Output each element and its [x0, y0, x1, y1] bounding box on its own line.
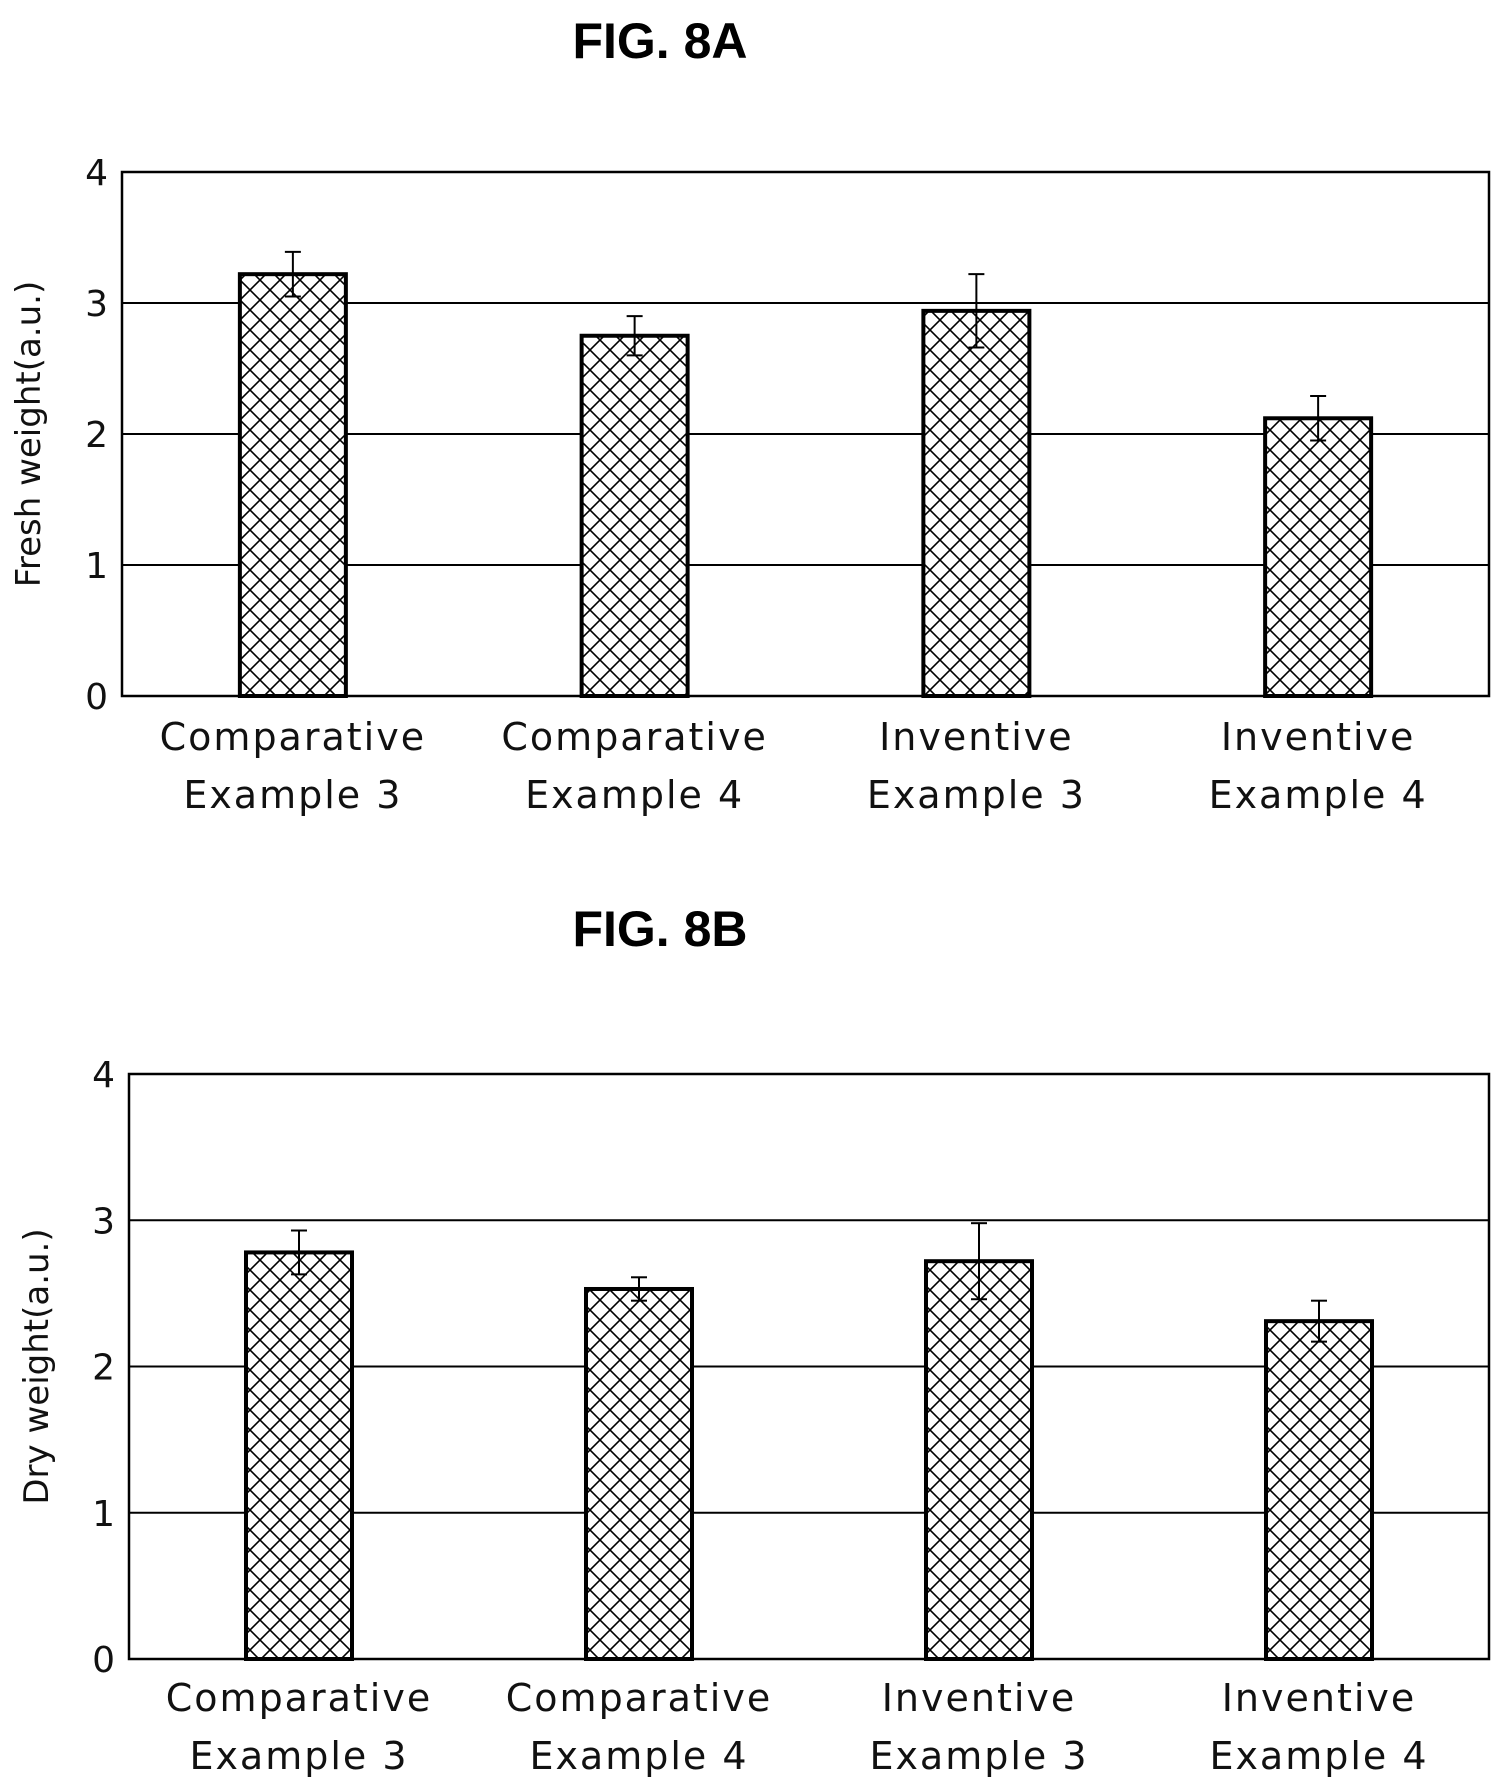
figure-title-8a: FIG. 8A: [572, 13, 748, 69]
x-category-label: Example 3: [189, 1734, 408, 1778]
y-tick-label: 0: [92, 1640, 115, 1681]
y-tick-label: 1: [92, 1494, 115, 1535]
x-category-label: Inventive: [1221, 715, 1416, 759]
x-category-label: Inventive: [882, 1676, 1077, 1720]
y-tick-label: 1: [85, 546, 108, 587]
y-tick-label: 3: [92, 1201, 115, 1242]
y-tick-label: 4: [92, 1055, 115, 1096]
bar: [1263, 416, 1374, 698]
x-category-label: Comparative: [160, 715, 426, 759]
bar: [237, 272, 348, 698]
x-category-label: Example 3: [869, 1734, 1088, 1778]
x-category-label: Example 3: [867, 773, 1086, 817]
x-category-label: Example 3: [183, 773, 402, 817]
bar: [921, 308, 1032, 698]
x-category-label: Example 4: [1209, 773, 1428, 817]
y-tick-label: 4: [85, 153, 108, 194]
x-category-label: Comparative: [166, 1676, 432, 1720]
x-category-label: Example 4: [1209, 1734, 1428, 1778]
y-axis-title: Dry weight(a.u.): [17, 1228, 57, 1504]
y-tick-label: 2: [85, 415, 108, 456]
bar: [924, 1259, 1034, 1661]
x-category-label: Example 4: [525, 773, 744, 817]
y-tick-label: 3: [85, 284, 108, 325]
x-category-label: Comparative: [506, 1676, 772, 1720]
x-category-label: Inventive: [1222, 1676, 1417, 1720]
bar: [579, 333, 690, 698]
plot-frame: [127, 1072, 1491, 1661]
figure-title-8b: FIG. 8B: [572, 901, 748, 957]
plot-frame: [120, 170, 1491, 698]
x-category-label: Comparative: [501, 715, 767, 759]
y-tick-label: 2: [92, 1348, 115, 1389]
bar: [244, 1250, 354, 1662]
y-axis-title: Fresh weight(a.u.): [9, 281, 49, 587]
x-category-label: Inventive: [879, 715, 1074, 759]
x-category-label: Example 4: [529, 1734, 748, 1778]
y-tick-label: 0: [85, 677, 108, 718]
bar: [584, 1286, 694, 1662]
bar: [1264, 1319, 1374, 1661]
